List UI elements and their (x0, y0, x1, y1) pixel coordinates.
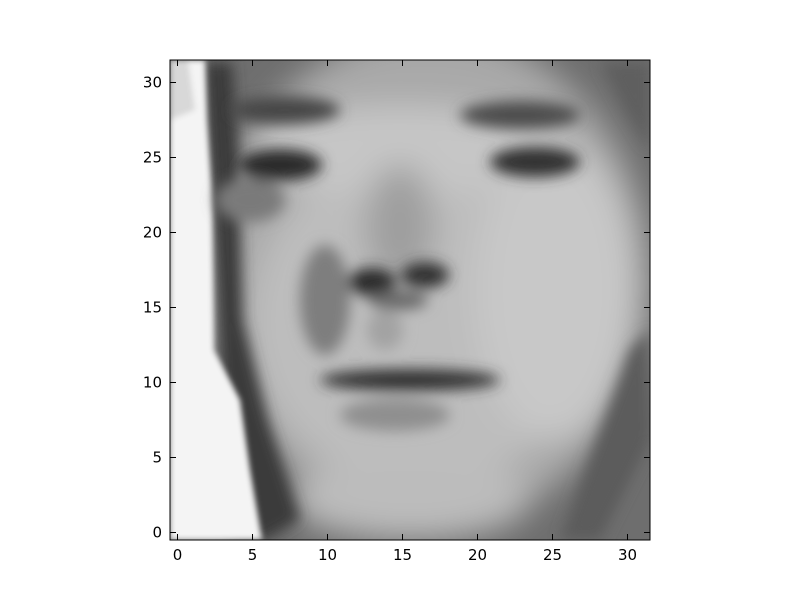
y-tick-label: 15 (143, 299, 162, 317)
x-tick-label: 15 (393, 546, 412, 564)
y-tick-label: 30 (143, 74, 162, 92)
x-tick-label: 30 (618, 546, 637, 564)
y-tick-label: 25 (143, 149, 162, 167)
face-image (170, 60, 650, 540)
y-tick-label: 5 (152, 449, 162, 467)
x-tick-label: 0 (173, 546, 183, 564)
y-tick-label: 0 (152, 524, 162, 542)
y-tick-label: 10 (143, 374, 162, 392)
x-tick-label: 20 (468, 546, 487, 564)
y-axis-ticks: 0 5 10 15 20 25 30 (143, 74, 650, 542)
x-tick-label: 25 (543, 546, 562, 564)
plot-frame (169, 59, 651, 541)
x-tick-label: 5 (248, 546, 258, 564)
y-tick-label: 20 (143, 224, 162, 242)
x-axis-ticks: 0 5 10 15 20 25 30 (173, 60, 637, 564)
x-tick-label: 10 (318, 546, 337, 564)
